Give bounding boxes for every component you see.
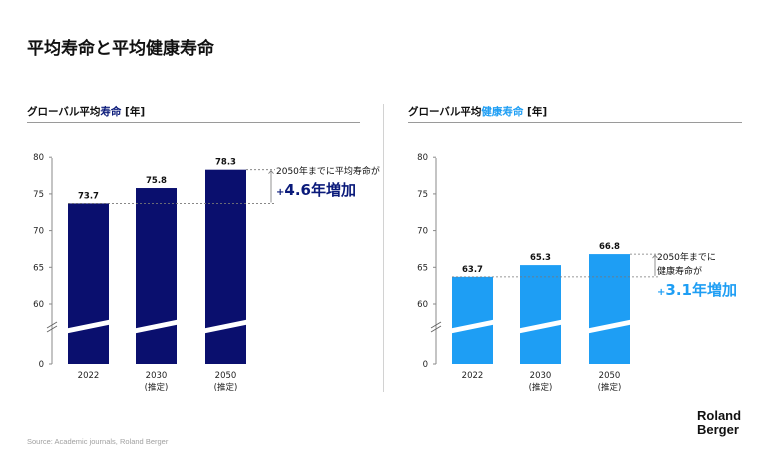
annotation-value: 3.1年増加	[665, 281, 737, 299]
y-tick-label: 70	[417, 227, 428, 237]
annotation-value: 4.6年増加	[284, 181, 356, 199]
bar	[136, 188, 177, 364]
value-label: 66.8	[599, 242, 620, 252]
y-tick-label: 65	[417, 263, 428, 273]
chart-title-rule	[408, 122, 742, 123]
annotation-sign: +	[657, 287, 666, 298]
x-tick-label: 2050	[215, 371, 237, 381]
annotation-text-line2: 健康寿命が	[657, 267, 703, 277]
annotation-sign: +	[276, 187, 285, 198]
value-label: 78.3	[215, 158, 236, 168]
y-tick-label: 60	[417, 300, 428, 310]
bar	[68, 203, 109, 364]
healthy-life-expectancy-bar-chart: 0606570758063.7202265.32030(推定)66.82050(…	[417, 153, 659, 393]
x-tick-label: 2050	[599, 371, 621, 381]
chart-title-prefix: グローバル平均	[408, 106, 482, 118]
y-tick-label: 75	[33, 190, 44, 200]
value-label: 75.8	[146, 176, 167, 186]
value-label: 63.7	[462, 265, 483, 275]
chart-title-prefix: グローバル平均	[27, 106, 101, 118]
axis-break-mark	[46, 325, 58, 333]
x-tick-label: (推定)	[214, 382, 238, 393]
bar-break-band	[448, 319, 497, 334]
annotation-highlight: +3.1年増加	[657, 280, 737, 303]
x-tick-label: (推定)	[529, 382, 553, 393]
chart-title-rule	[27, 122, 360, 123]
logo-line2: Berger	[697, 422, 739, 437]
bar	[205, 169, 246, 364]
life-expectancy-increase-annotation: 2050年までに平均寿命が +4.6年増加	[276, 165, 380, 203]
source-note: Source: Academic journals, Roland Berger	[27, 437, 169, 446]
x-tick-label: 2030	[146, 371, 168, 381]
chart-title-suffix: [年]	[121, 106, 146, 118]
annotation-highlight: +4.6年増加	[276, 180, 380, 203]
increase-arrowhead	[652, 254, 658, 259]
axis-break-mark	[430, 325, 442, 333]
chart-title-highlight: 健康寿命	[481, 106, 524, 118]
logo-line1: Roland	[697, 408, 742, 423]
bar	[452, 276, 493, 364]
axis-break-mark	[430, 321, 442, 329]
life-expectancy-bar-chart: 0606570758073.7202275.82030(推定)78.32050(…	[33, 153, 275, 393]
increase-arrowhead	[268, 170, 274, 174]
x-tick-label: (推定)	[145, 382, 169, 393]
y-tick-label: 80	[33, 153, 44, 163]
bar	[589, 254, 630, 364]
annotation-text: 2050年までに平均寿命が	[276, 167, 380, 177]
bar-break-band	[516, 319, 565, 334]
y-tick-label: 0	[39, 360, 44, 370]
value-label: 65.3	[530, 253, 551, 263]
value-label: 73.7	[78, 191, 99, 201]
y-tick-label: 65	[33, 263, 44, 273]
chart-title-healthy-life-expectancy: グローバル平均健康寿命 [年]	[408, 104, 547, 119]
bar-break-band	[132, 319, 181, 334]
bar-break-band	[201, 319, 250, 334]
annotation-text: 2050年までに	[657, 253, 716, 263]
healthy-life-expectancy-increase-annotation: 2050年までに 健康寿命が +3.1年増加	[657, 251, 737, 303]
bar-break-band	[585, 319, 634, 334]
x-tick-label: 2022	[78, 371, 100, 381]
chart-title-life-expectancy: グローバル平均寿命 [年]	[27, 104, 145, 119]
panel-divider	[383, 104, 384, 392]
y-tick-label: 0	[423, 360, 428, 370]
page-title: 平均寿命と平均健康寿命	[27, 39, 214, 59]
x-tick-label: 2030	[530, 371, 552, 381]
y-tick-label: 70	[33, 227, 44, 237]
roland-berger-logo: Roland Berger	[697, 409, 741, 437]
x-tick-label: 2022	[462, 371, 484, 381]
y-tick-label: 75	[417, 190, 428, 200]
axis-break-mark	[46, 321, 58, 329]
x-tick-label: (推定)	[598, 382, 622, 393]
y-tick-label: 80	[417, 153, 428, 163]
bar-break-band	[64, 319, 113, 334]
bar	[520, 265, 561, 364]
chart-title-highlight: 寿命	[100, 106, 122, 118]
y-tick-label: 60	[33, 300, 44, 310]
chart-title-suffix: [年]	[523, 106, 548, 118]
